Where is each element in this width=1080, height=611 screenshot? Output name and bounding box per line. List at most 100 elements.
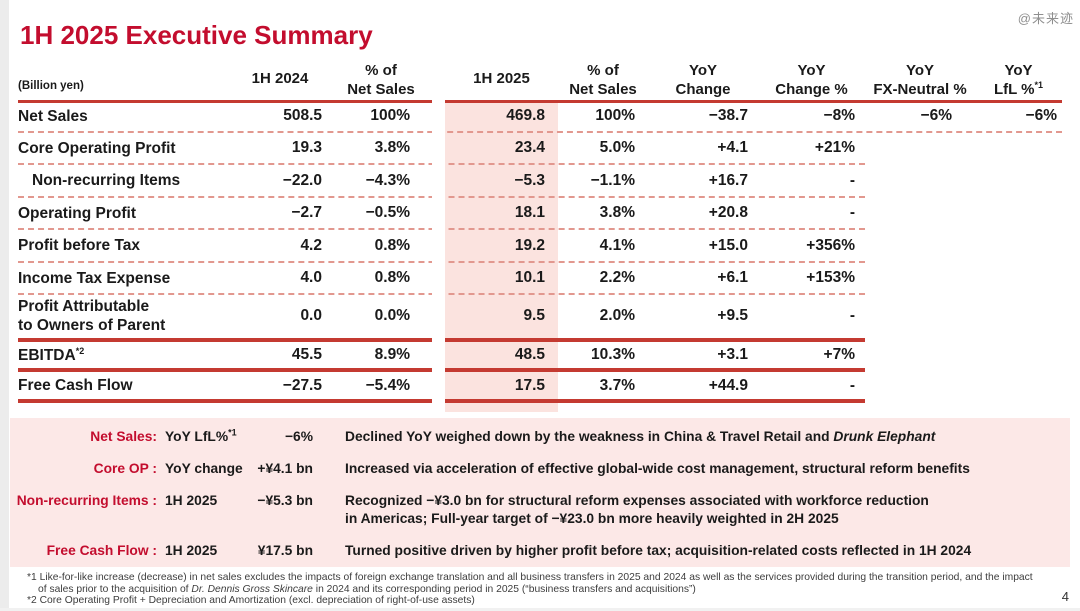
footnote-1: *1 Like-for-like increase (decrease) in …: [27, 572, 1033, 595]
column-header-yoy-change-pct: YoY Change %: [775, 62, 848, 98]
table-cell: 0.8%: [374, 269, 410, 286]
table-row-net-sales: Net Sales 508.5 100% 469.8 100% −38.7 −8…: [18, 100, 1062, 133]
table-row-operating-profit: Operating Profit −2.7 −0.5% 18.1 3.8% +2…: [18, 197, 1062, 230]
table-row-free-cash-flow: Free Cash Flow −27.5 −5.4% 17.5 3.7% +44…: [18, 372, 1062, 399]
table-cell: 48.5: [514, 346, 545, 363]
table-header-row: (Billion yen) 1H 2024 % of Net Sales 1H 2…: [18, 55, 1062, 100]
table-cell: −6%: [920, 107, 952, 124]
note-label: Net Sales:: [90, 429, 157, 444]
table-cell: +15.0: [708, 236, 748, 254]
table-cell: +21%: [814, 139, 855, 156]
highlight-column-band: [445, 101, 558, 412]
note-metric: 1H 2025: [165, 543, 218, 558]
financial-summary-table: (Billion yen) 1H 2024 % of Net Sales 1H 2…: [18, 55, 1062, 412]
column-gap-mask: [432, 101, 445, 412]
note-description: Declined YoY weighed down by the weaknes…: [345, 429, 936, 444]
table-cell: −0.5%: [365, 204, 410, 221]
table-cell: 23.4: [514, 139, 545, 156]
column-header-1h2025: 1H 2025: [473, 70, 530, 87]
table-cell: −8%: [823, 107, 855, 124]
table-cell: 10.3%: [591, 346, 635, 363]
table-cell: −5.3: [514, 171, 545, 189]
table-cell: 508.5: [283, 107, 322, 124]
table-cell: −38.7: [708, 107, 748, 124]
slide-bottom-edge: [0, 608, 1080, 611]
row-label: Core Operating Profit: [18, 139, 176, 157]
header-rule-left: [18, 100, 432, 103]
table-cell: 4.0: [300, 269, 322, 286]
row-label: Non-recurring Items: [32, 172, 181, 189]
row-label: Operating Profit: [18, 204, 136, 222]
table-cell: 3.7%: [599, 376, 635, 394]
table-cell: +44.9: [708, 376, 748, 394]
note-label: Free Cash Flow :: [46, 543, 157, 558]
note-value: −¥5.3 bn: [257, 493, 313, 508]
column-header-1h2024: 1H 2024: [251, 70, 309, 87]
note-label: Non-recurring Items :: [16, 493, 157, 508]
note-description: Recognized −¥3.0 bn for structural refor…: [345, 493, 929, 526]
table-cell: 4.1%: [599, 236, 635, 254]
page-number: 4: [1061, 589, 1069, 604]
column-header-yoy-change: YoY Change: [675, 62, 731, 98]
table-cell: -: [849, 307, 855, 324]
table-cell: 2.2%: [599, 269, 635, 286]
table-cell: −5.4%: [365, 376, 410, 394]
table-row-profit-attributable-to-owners: Profit Attributable to Owners of Parent 0…: [18, 294, 1062, 338]
table-cell: −2.7: [291, 204, 322, 221]
column-header-unit: (Billion yen): [18, 80, 84, 92]
table-cell: 469.8: [506, 107, 545, 124]
table-cell: +3.1: [717, 346, 748, 363]
table-cell: 3.8%: [599, 204, 635, 221]
table-cell: -: [849, 171, 855, 189]
slide-left-edge: [0, 0, 9, 611]
row-label: Profit before Tax: [18, 237, 141, 254]
table-cell: 2.0%: [599, 307, 635, 324]
table-cell: 0.0%: [374, 307, 410, 324]
note-net-sales: Net Sales: YoY LfL%*1 −6% Declined YoY w…: [10, 428, 1070, 446]
table-cell: 100%: [370, 107, 410, 124]
table-cell: −4.3%: [365, 171, 410, 189]
table-cell: +6.1: [717, 269, 748, 286]
column-header-pct-net-sales-2025: % of Net Sales: [569, 62, 637, 98]
note-value: ¥17.5 bn: [257, 543, 313, 558]
row-label: Profit Attributable to Owners of Parent: [18, 298, 166, 334]
note-value: +¥4.1 bn: [257, 461, 313, 476]
note-metric: YoY change: [165, 461, 243, 476]
table-cell: 0.8%: [374, 236, 410, 254]
table-cell: 9.5: [523, 307, 545, 324]
note-metric: YoY LfL%*1: [165, 427, 237, 444]
table-cell: 3.8%: [374, 139, 410, 156]
table-cell: +4.1: [717, 139, 748, 156]
table-row-non-recurring-items: Non-recurring Items −22.0 −4.3% −5.3 −1.…: [18, 164, 1062, 198]
table-row-income-tax-expense: Income Tax Expense 4.0 0.8% 10.1 2.2% +6…: [18, 262, 1062, 295]
table-cell: −27.5: [282, 376, 322, 394]
table-cell: +153%: [806, 269, 855, 286]
note-label: Core OP :: [93, 461, 157, 476]
table-row-profit-before-tax: Profit before Tax 4.2 0.8% 19.2 4.1% +15…: [18, 229, 1062, 263]
table-cell: −6%: [1025, 107, 1057, 124]
table-cell: -: [849, 204, 855, 221]
column-header-pct-net-sales-2024: % of Net Sales: [347, 62, 415, 98]
header-rule-right: [445, 100, 1062, 103]
table-cell: 19.2: [514, 236, 545, 254]
table-cell: 19.3: [291, 139, 322, 156]
table-cell: 0.0: [300, 307, 322, 324]
row-label: Free Cash Flow: [18, 377, 133, 394]
row-label: Income Tax Expense: [18, 269, 171, 287]
table-row-ebitda: EBITDA*2 45.5 8.9% 48.5 10.3% +3.1 +7%: [18, 342, 1062, 368]
table-cell: +16.7: [708, 171, 748, 189]
row-label: EBITDA*2: [18, 345, 85, 364]
table-cell: 10.1: [514, 269, 545, 286]
highlights-panel: Net Sales: YoY LfL%*1 −6% Declined YoY w…: [10, 418, 1070, 567]
table-cell: 8.9%: [374, 346, 410, 363]
table-row-core-operating-profit: Core Operating Profit 19.3 3.8% 23.4 5.0…: [18, 132, 1062, 165]
footnote-2: *2 Core Operating Profit + Depreciation …: [27, 595, 475, 607]
table-cell: 45.5: [291, 346, 322, 363]
note-non-recurring-items: Non-recurring Items : 1H 2025 −¥5.3 bn R…: [10, 492, 1070, 528]
note-description: Increased via acceleration of effective …: [345, 461, 970, 476]
table-cell: +9.5: [717, 307, 748, 324]
table-cell: 5.0%: [599, 139, 635, 156]
column-header-yoy-lfl: YoY LfL %*1: [993, 62, 1044, 98]
note-value: −6%: [285, 429, 313, 444]
table-cell: +7%: [823, 346, 855, 363]
